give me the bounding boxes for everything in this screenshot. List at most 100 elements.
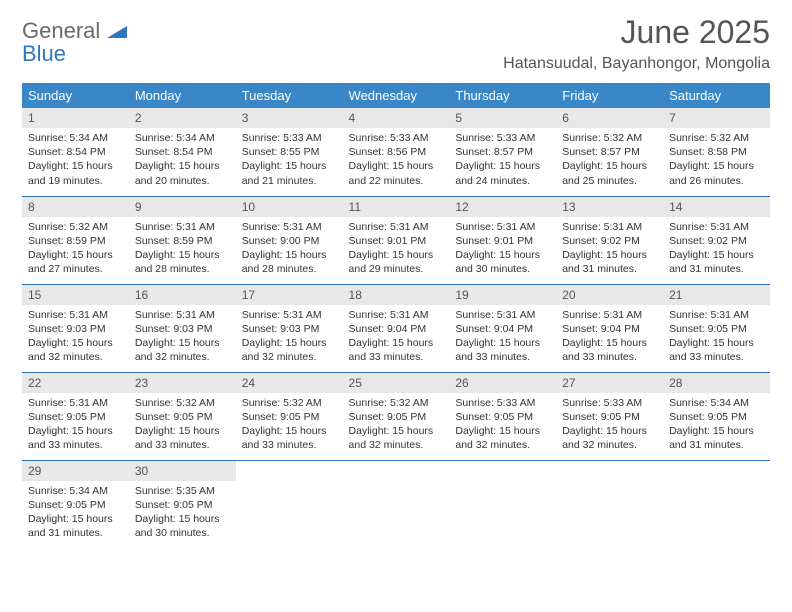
day-details: Sunrise: 5:33 AMSunset: 9:05 PMDaylight:…	[556, 393, 663, 459]
calendar-cell: 12Sunrise: 5:31 AMSunset: 9:01 PMDayligh…	[449, 196, 556, 284]
day-number: 24	[236, 373, 343, 393]
day-number: 14	[663, 197, 770, 217]
calendar-cell: 23Sunrise: 5:32 AMSunset: 9:05 PMDayligh…	[129, 372, 236, 460]
calendar-cell: 26Sunrise: 5:33 AMSunset: 9:05 PMDayligh…	[449, 372, 556, 460]
weekday-header-row: SundayMondayTuesdayWednesdayThursdayFrid…	[22, 83, 770, 108]
day-number: 12	[449, 197, 556, 217]
day-number: 19	[449, 285, 556, 305]
day-number: 17	[236, 285, 343, 305]
day-number: 8	[22, 197, 129, 217]
day-number: 16	[129, 285, 236, 305]
calendar-cell: 20Sunrise: 5:31 AMSunset: 9:04 PMDayligh…	[556, 284, 663, 372]
day-number: 21	[663, 285, 770, 305]
day-number: 2	[129, 108, 236, 128]
calendar-cell: 22Sunrise: 5:31 AMSunset: 9:05 PMDayligh…	[22, 372, 129, 460]
calendar-cell: 8Sunrise: 5:32 AMSunset: 8:59 PMDaylight…	[22, 196, 129, 284]
day-details: Sunrise: 5:31 AMSunset: 9:04 PMDaylight:…	[343, 305, 450, 371]
day-number: 11	[343, 197, 450, 217]
day-number: 23	[129, 373, 236, 393]
calendar-row: 8Sunrise: 5:32 AMSunset: 8:59 PMDaylight…	[22, 196, 770, 284]
brand-triangle-icon	[107, 25, 127, 42]
brand-word1: General	[22, 18, 100, 43]
weekday-header: Thursday	[449, 83, 556, 108]
calendar-cell: 5Sunrise: 5:33 AMSunset: 8:57 PMDaylight…	[449, 108, 556, 196]
day-number: 18	[343, 285, 450, 305]
calendar-cell: 27Sunrise: 5:33 AMSunset: 9:05 PMDayligh…	[556, 372, 663, 460]
day-number: 7	[663, 108, 770, 128]
day-number: 28	[663, 373, 770, 393]
calendar-cell	[663, 460, 770, 548]
day-details: Sunrise: 5:31 AMSunset: 9:03 PMDaylight:…	[22, 305, 129, 371]
day-details: Sunrise: 5:31 AMSunset: 9:04 PMDaylight:…	[556, 305, 663, 371]
day-details: Sunrise: 5:32 AMSunset: 9:05 PMDaylight:…	[129, 393, 236, 459]
calendar-cell: 17Sunrise: 5:31 AMSunset: 9:03 PMDayligh…	[236, 284, 343, 372]
day-details: Sunrise: 5:31 AMSunset: 9:03 PMDaylight:…	[236, 305, 343, 371]
day-number: 29	[22, 461, 129, 481]
calendar-cell: 3Sunrise: 5:33 AMSunset: 8:55 PMDaylight…	[236, 108, 343, 196]
calendar-cell: 24Sunrise: 5:32 AMSunset: 9:05 PMDayligh…	[236, 372, 343, 460]
day-number: 9	[129, 197, 236, 217]
calendar-row: 29Sunrise: 5:34 AMSunset: 9:05 PMDayligh…	[22, 460, 770, 548]
calendar-cell: 7Sunrise: 5:32 AMSunset: 8:58 PMDaylight…	[663, 108, 770, 196]
day-details: Sunrise: 5:31 AMSunset: 9:01 PMDaylight:…	[449, 217, 556, 283]
weekday-header: Saturday	[663, 83, 770, 108]
day-number: 5	[449, 108, 556, 128]
day-number: 13	[556, 197, 663, 217]
day-details: Sunrise: 5:31 AMSunset: 9:00 PMDaylight:…	[236, 217, 343, 283]
day-details: Sunrise: 5:31 AMSunset: 9:05 PMDaylight:…	[22, 393, 129, 459]
day-details: Sunrise: 5:33 AMSunset: 8:55 PMDaylight:…	[236, 128, 343, 194]
day-number: 26	[449, 373, 556, 393]
day-number: 27	[556, 373, 663, 393]
calendar-cell: 30Sunrise: 5:35 AMSunset: 9:05 PMDayligh…	[129, 460, 236, 548]
day-details: Sunrise: 5:34 AMSunset: 8:54 PMDaylight:…	[22, 128, 129, 194]
weekday-header: Friday	[556, 83, 663, 108]
calendar-cell: 11Sunrise: 5:31 AMSunset: 9:01 PMDayligh…	[343, 196, 450, 284]
day-details: Sunrise: 5:32 AMSunset: 8:59 PMDaylight:…	[22, 217, 129, 283]
weekday-header: Monday	[129, 83, 236, 108]
day-details: Sunrise: 5:31 AMSunset: 9:03 PMDaylight:…	[129, 305, 236, 371]
calendar-cell	[556, 460, 663, 548]
day-number: 1	[22, 108, 129, 128]
page-title: June 2025	[503, 14, 770, 51]
calendar-cell: 16Sunrise: 5:31 AMSunset: 9:03 PMDayligh…	[129, 284, 236, 372]
day-number: 22	[22, 373, 129, 393]
calendar-cell: 15Sunrise: 5:31 AMSunset: 9:03 PMDayligh…	[22, 284, 129, 372]
day-number: 3	[236, 108, 343, 128]
calendar-cell	[449, 460, 556, 548]
day-details: Sunrise: 5:34 AMSunset: 9:05 PMDaylight:…	[663, 393, 770, 459]
header: General Blue June 2025 Hatansuudal, Baya…	[22, 14, 770, 73]
calendar-cell: 13Sunrise: 5:31 AMSunset: 9:02 PMDayligh…	[556, 196, 663, 284]
calendar-cell: 21Sunrise: 5:31 AMSunset: 9:05 PMDayligh…	[663, 284, 770, 372]
day-details: Sunrise: 5:33 AMSunset: 8:56 PMDaylight:…	[343, 128, 450, 194]
weekday-header: Wednesday	[343, 83, 450, 108]
day-details: Sunrise: 5:32 AMSunset: 9:05 PMDaylight:…	[343, 393, 450, 459]
day-details: Sunrise: 5:31 AMSunset: 9:05 PMDaylight:…	[663, 305, 770, 371]
calendar-cell	[236, 460, 343, 548]
day-number: 25	[343, 373, 450, 393]
calendar-cell: 2Sunrise: 5:34 AMSunset: 8:54 PMDaylight…	[129, 108, 236, 196]
location-text: Hatansuudal, Bayanhongor, Mongolia	[503, 55, 770, 73]
calendar-cell: 4Sunrise: 5:33 AMSunset: 8:56 PMDaylight…	[343, 108, 450, 196]
calendar-row: 15Sunrise: 5:31 AMSunset: 9:03 PMDayligh…	[22, 284, 770, 372]
calendar-cell: 29Sunrise: 5:34 AMSunset: 9:05 PMDayligh…	[22, 460, 129, 548]
calendar-table: SundayMondayTuesdayWednesdayThursdayFrid…	[22, 83, 770, 548]
day-details: Sunrise: 5:32 AMSunset: 8:57 PMDaylight:…	[556, 128, 663, 194]
day-details: Sunrise: 5:33 AMSunset: 9:05 PMDaylight:…	[449, 393, 556, 459]
calendar-cell: 25Sunrise: 5:32 AMSunset: 9:05 PMDayligh…	[343, 372, 450, 460]
day-number: 4	[343, 108, 450, 128]
brand-word2: Blue	[22, 41, 66, 66]
calendar-cell: 1Sunrise: 5:34 AMSunset: 8:54 PMDaylight…	[22, 108, 129, 196]
brand-logo: General Blue	[22, 20, 127, 66]
calendar-cell: 6Sunrise: 5:32 AMSunset: 8:57 PMDaylight…	[556, 108, 663, 196]
day-details: Sunrise: 5:31 AMSunset: 9:01 PMDaylight:…	[343, 217, 450, 283]
day-details: Sunrise: 5:32 AMSunset: 9:05 PMDaylight:…	[236, 393, 343, 459]
day-details: Sunrise: 5:35 AMSunset: 9:05 PMDaylight:…	[129, 481, 236, 547]
calendar-cell: 10Sunrise: 5:31 AMSunset: 9:00 PMDayligh…	[236, 196, 343, 284]
calendar-cell: 19Sunrise: 5:31 AMSunset: 9:04 PMDayligh…	[449, 284, 556, 372]
day-details: Sunrise: 5:34 AMSunset: 9:05 PMDaylight:…	[22, 481, 129, 547]
day-details: Sunrise: 5:31 AMSunset: 9:02 PMDaylight:…	[663, 217, 770, 283]
day-details: Sunrise: 5:33 AMSunset: 8:57 PMDaylight:…	[449, 128, 556, 194]
day-details: Sunrise: 5:34 AMSunset: 8:54 PMDaylight:…	[129, 128, 236, 194]
day-details: Sunrise: 5:31 AMSunset: 9:02 PMDaylight:…	[556, 217, 663, 283]
calendar-cell	[343, 460, 450, 548]
